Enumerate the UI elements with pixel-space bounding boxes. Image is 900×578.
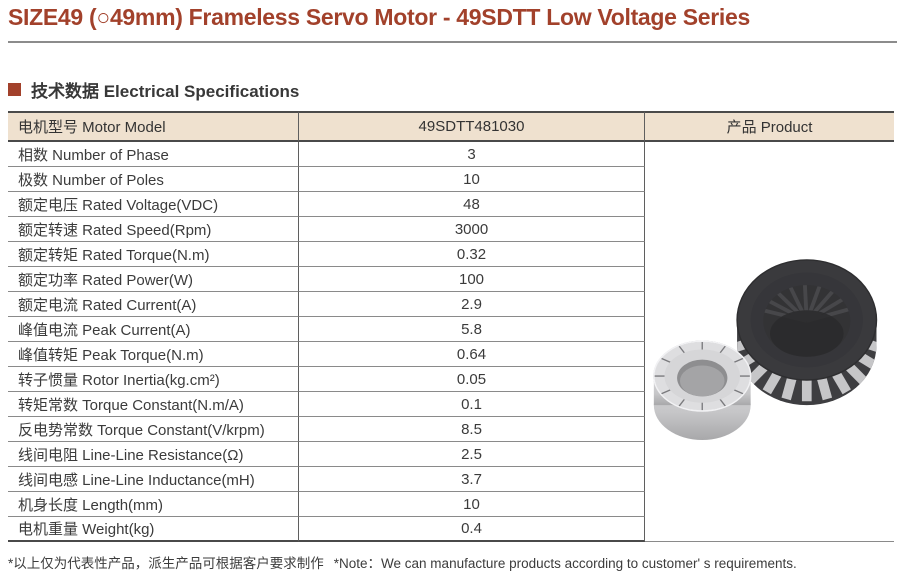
table-row: 峰值转矩 Peak Torque(N.m) 0.64 — [8, 342, 894, 367]
spec-label: 反电势常数 Torque Constant(V/krpm) — [8, 417, 299, 442]
spec-value: 3000 — [299, 217, 645, 242]
table-row: 峰值电流 Peak Current(A) 5.8 — [8, 317, 894, 342]
header-model-number: 49SDTT481030 — [299, 111, 645, 142]
table-row: 电机重量 Weight(kg) 0.4 — [8, 517, 894, 542]
table-row: 反电势常数 Torque Constant(V/krpm) 8.5 — [8, 417, 894, 442]
spec-label: 极数 Number of Poles — [8, 167, 299, 192]
page-title: SIZE49 (○49mm) Frameless Servo Motor - 4… — [8, 4, 751, 30]
footnote-chinese: *以上仅为代表性产品，派生产品可根据客户要求制作 — [8, 556, 324, 571]
footnote-english: *Note：We can manufacture products accord… — [333, 556, 797, 571]
title-divider — [8, 41, 897, 43]
table-row: 额定转矩 Rated Torque(N.m) 0.32 — [8, 242, 894, 267]
spec-label: 转子惯量 Rotor Inertia(kg.cm²) — [8, 367, 299, 392]
table-row: 额定转速 Rated Speed(Rpm) 3000 — [8, 217, 894, 242]
table-row: 转子惯量 Rotor Inertia(kg.cm²) 0.05 — [8, 367, 894, 392]
spec-label: 机身长度 Length(mm) — [8, 492, 299, 517]
spec-label: 额定转矩 Rated Torque(N.m) — [8, 242, 299, 267]
header-product: 产品 Product — [645, 111, 894, 142]
spec-label: 峰值电流 Peak Current(A) — [8, 317, 299, 342]
silver-rotor-image — [652, 339, 751, 440]
black-stator-image — [735, 258, 877, 405]
table-row: 额定电压 Rated Voltage(VDC) 48 — [8, 192, 894, 217]
spec-label: 额定电流 Rated Current(A) — [8, 292, 299, 317]
spec-value: 10 — [299, 167, 645, 192]
spec-value: 10 — [299, 492, 645, 517]
spec-value: 2.5 — [299, 442, 645, 467]
table-row: 相数 Number of Phase 3 — [8, 142, 894, 542]
spec-label: 额定转速 Rated Speed(Rpm) — [8, 217, 299, 242]
spec-value: 48 — [299, 192, 645, 217]
table-row: 线间电感 Line-Line Inductance(mH) 3.7 — [8, 467, 894, 492]
table-row: 极数 Number of Poles 10 — [8, 167, 894, 192]
motor-product-image — [652, 258, 877, 440]
spec-value: 0.64 — [299, 342, 645, 367]
table-row: 额定电流 Rated Current(A) 2.9 — [8, 292, 894, 317]
spec-label: 相数 Number of Phase — [8, 142, 299, 167]
spec-value: 2.9 — [299, 292, 645, 317]
spec-value: 3.7 — [299, 467, 645, 492]
spec-value: 0.4 — [299, 517, 645, 542]
table-row: 转矩常数 Torque Constant(N.m/A) 0.1 — [8, 392, 894, 417]
spec-value: 0.32 — [299, 242, 645, 267]
spec-label: 额定功率 Rated Power(W) — [8, 267, 299, 292]
table-row: 额定功率 Rated Power(W) 100 — [8, 267, 894, 292]
section-title: 技术数据 Electrical Specifications — [31, 82, 300, 101]
spec-value: 3 — [299, 142, 645, 167]
header-motor-model: 电机型号 Motor Model — [8, 111, 299, 142]
spec-value: 8.5 — [299, 417, 645, 442]
spec-label: 峰值转矩 Peak Torque(N.m) — [8, 342, 299, 367]
electrical-specifications-table: 电机型号 Motor Model 49SDTT481030 产品 Product… — [8, 111, 894, 542]
table-row: 机身长度 Length(mm) 10 — [8, 492, 894, 517]
table-row: 线间电阻 Line-Line Resistance(Ω) 2.5 — [8, 442, 894, 467]
spec-label: 线间电感 Line-Line Inductance(mH) — [8, 467, 299, 492]
product-image-cell — [645, 142, 894, 542]
spec-label: 电机重量 Weight(kg) — [8, 517, 299, 542]
spec-value: 0.05 — [299, 367, 645, 392]
table-header-row: 电机型号 Motor Model 49SDTT481030 产品 Product — [8, 111, 894, 142]
spec-label: 线间电阻 Line-Line Resistance(Ω) — [8, 442, 299, 467]
footnote: *以上仅为代表性产品，派生产品可根据客户要求制作 *Note：We can man… — [8, 552, 894, 572]
spec-value: 0.1 — [299, 392, 645, 417]
spec-value: 5.8 — [299, 317, 645, 342]
square-bullet-icon — [8, 83, 21, 96]
spec-value: 100 — [299, 267, 645, 292]
spec-label: 转矩常数 Torque Constant(N.m/A) — [8, 392, 299, 417]
section-header: 技术数据 Electrical Specifications — [8, 77, 299, 102]
spec-label: 额定电压 Rated Voltage(VDC) — [8, 192, 299, 217]
